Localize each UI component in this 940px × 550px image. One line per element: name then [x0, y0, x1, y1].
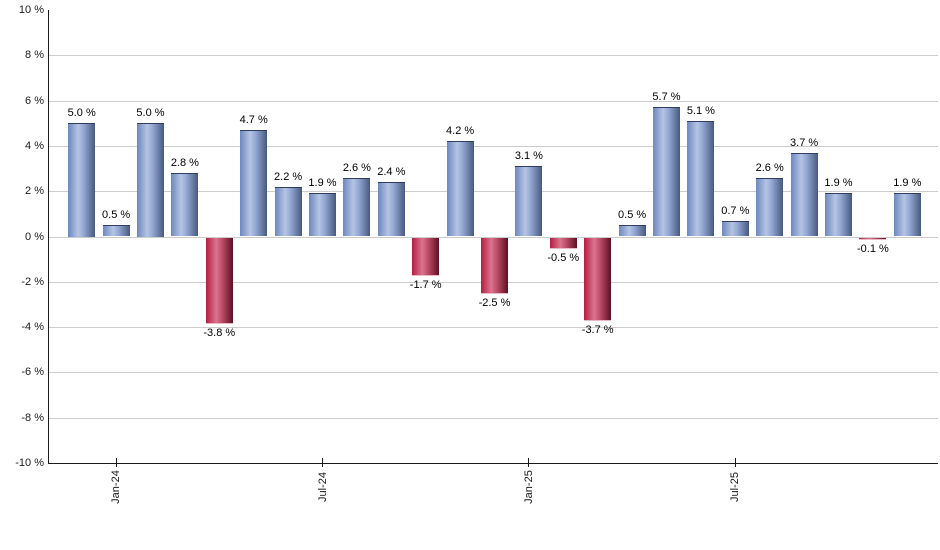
- y-axis-tick-label: -8 %: [21, 411, 44, 424]
- bar-value-label: -0.1 %: [856, 242, 889, 255]
- bar-negative: [205, 237, 233, 324]
- y-axis-tick-label: -4 %: [21, 321, 44, 334]
- bar-positive: [893, 193, 921, 237]
- y-axis-tick-label: -10 %: [15, 457, 44, 469]
- bar-value-label: 2.6 %: [755, 161, 784, 174]
- bar-value-label: 4.2 %: [446, 125, 475, 138]
- bar-value-label: 3.7 %: [790, 136, 819, 149]
- bar-positive: [756, 177, 784, 237]
- bar-positive: [102, 225, 130, 237]
- bar-value-label: -3.8 %: [203, 326, 236, 339]
- bar-value-label: 2.2 %: [274, 170, 303, 183]
- bar-value-label: 5.0 %: [67, 107, 96, 120]
- x-axis-tick-label: Jan-24: [110, 470, 123, 504]
- bar-negative: [549, 237, 577, 249]
- bar-value-label: -1.7 %: [409, 279, 442, 291]
- bar-positive: [68, 123, 96, 237]
- x-axis-tick-label: Jan-25: [522, 470, 535, 504]
- bar-positive: [653, 107, 680, 237]
- bar-positive: [137, 123, 164, 237]
- bar-positive: [825, 193, 852, 237]
- bar-value-label: 2.6 %: [342, 161, 371, 174]
- x-axis-tick-mark: [528, 458, 530, 467]
- gridline: [49, 418, 938, 419]
- bar-value-label: 2.8 %: [170, 157, 199, 170]
- y-axis-tick-label: 2 %: [25, 185, 44, 198]
- gridline: [49, 101, 938, 102]
- bar-value-label: 1.9 %: [308, 177, 337, 190]
- y-axis-tick-label: 8 %: [25, 49, 44, 62]
- bar-negative: [859, 237, 887, 240]
- y-axis-tick-label: 4 %: [25, 139, 44, 152]
- bar-positive: [309, 193, 336, 237]
- bar-positive: [171, 173, 199, 237]
- bar-value-label: 5.1 %: [686, 104, 715, 117]
- bar-value-label: -2.5 %: [478, 297, 511, 310]
- bar-value-label: 5.0 %: [136, 107, 165, 120]
- bar-negative: [584, 237, 612, 322]
- bar-value-label: 0.5 %: [618, 209, 647, 222]
- plot-area: [48, 10, 938, 464]
- bar-value-label: 1.9 %: [824, 177, 853, 190]
- gridline: [49, 191, 938, 192]
- bar-value-label: 3.1 %: [514, 150, 543, 163]
- gridline: [49, 146, 938, 147]
- bar-value-label: 4.7 %: [239, 114, 268, 127]
- y-axis-tick-label: 6 %: [25, 94, 44, 107]
- y-axis-tick-label: 0 %: [25, 230, 44, 243]
- x-axis-tick-mark: [734, 458, 736, 467]
- x-axis-tick-label: Jul-25: [729, 472, 742, 502]
- bar-positive: [274, 186, 302, 237]
- y-axis-tick-label: 10 %: [18, 4, 44, 16]
- bar-value-label: 1.9 %: [893, 177, 922, 190]
- bar-negative: [412, 237, 440, 276]
- bar-positive: [515, 166, 543, 237]
- gridline: [49, 327, 938, 328]
- bar-value-label: 0.7 %: [721, 204, 750, 217]
- y-axis-tick-label: -2 %: [21, 275, 44, 288]
- x-axis-tick-mark: [115, 458, 117, 467]
- x-axis-tick-mark: [322, 458, 323, 467]
- bar-negative: [481, 237, 508, 295]
- bar-positive: [687, 120, 715, 237]
- bar-value-label: -0.5 %: [547, 251, 580, 264]
- bar-value-label: -3.7 %: [581, 324, 614, 337]
- bar-value-label: 2.4 %: [377, 166, 406, 179]
- bar-value-label: 0.5 %: [102, 209, 131, 222]
- bar-positive: [721, 220, 749, 237]
- bar-positive: [790, 152, 818, 237]
- y-axis-tick-label: -6 %: [21, 366, 44, 379]
- x-axis-tick-label: Jul-24: [316, 472, 329, 502]
- bar-positive: [240, 130, 268, 237]
- bar-positive: [343, 177, 371, 237]
- gridline: [49, 55, 938, 56]
- bar-positive: [446, 141, 474, 237]
- gridline: [49, 372, 938, 373]
- bar-value-label: 5.7 %: [652, 91, 681, 104]
- bar-positive: [377, 182, 405, 237]
- bar-positive: [618, 225, 646, 237]
